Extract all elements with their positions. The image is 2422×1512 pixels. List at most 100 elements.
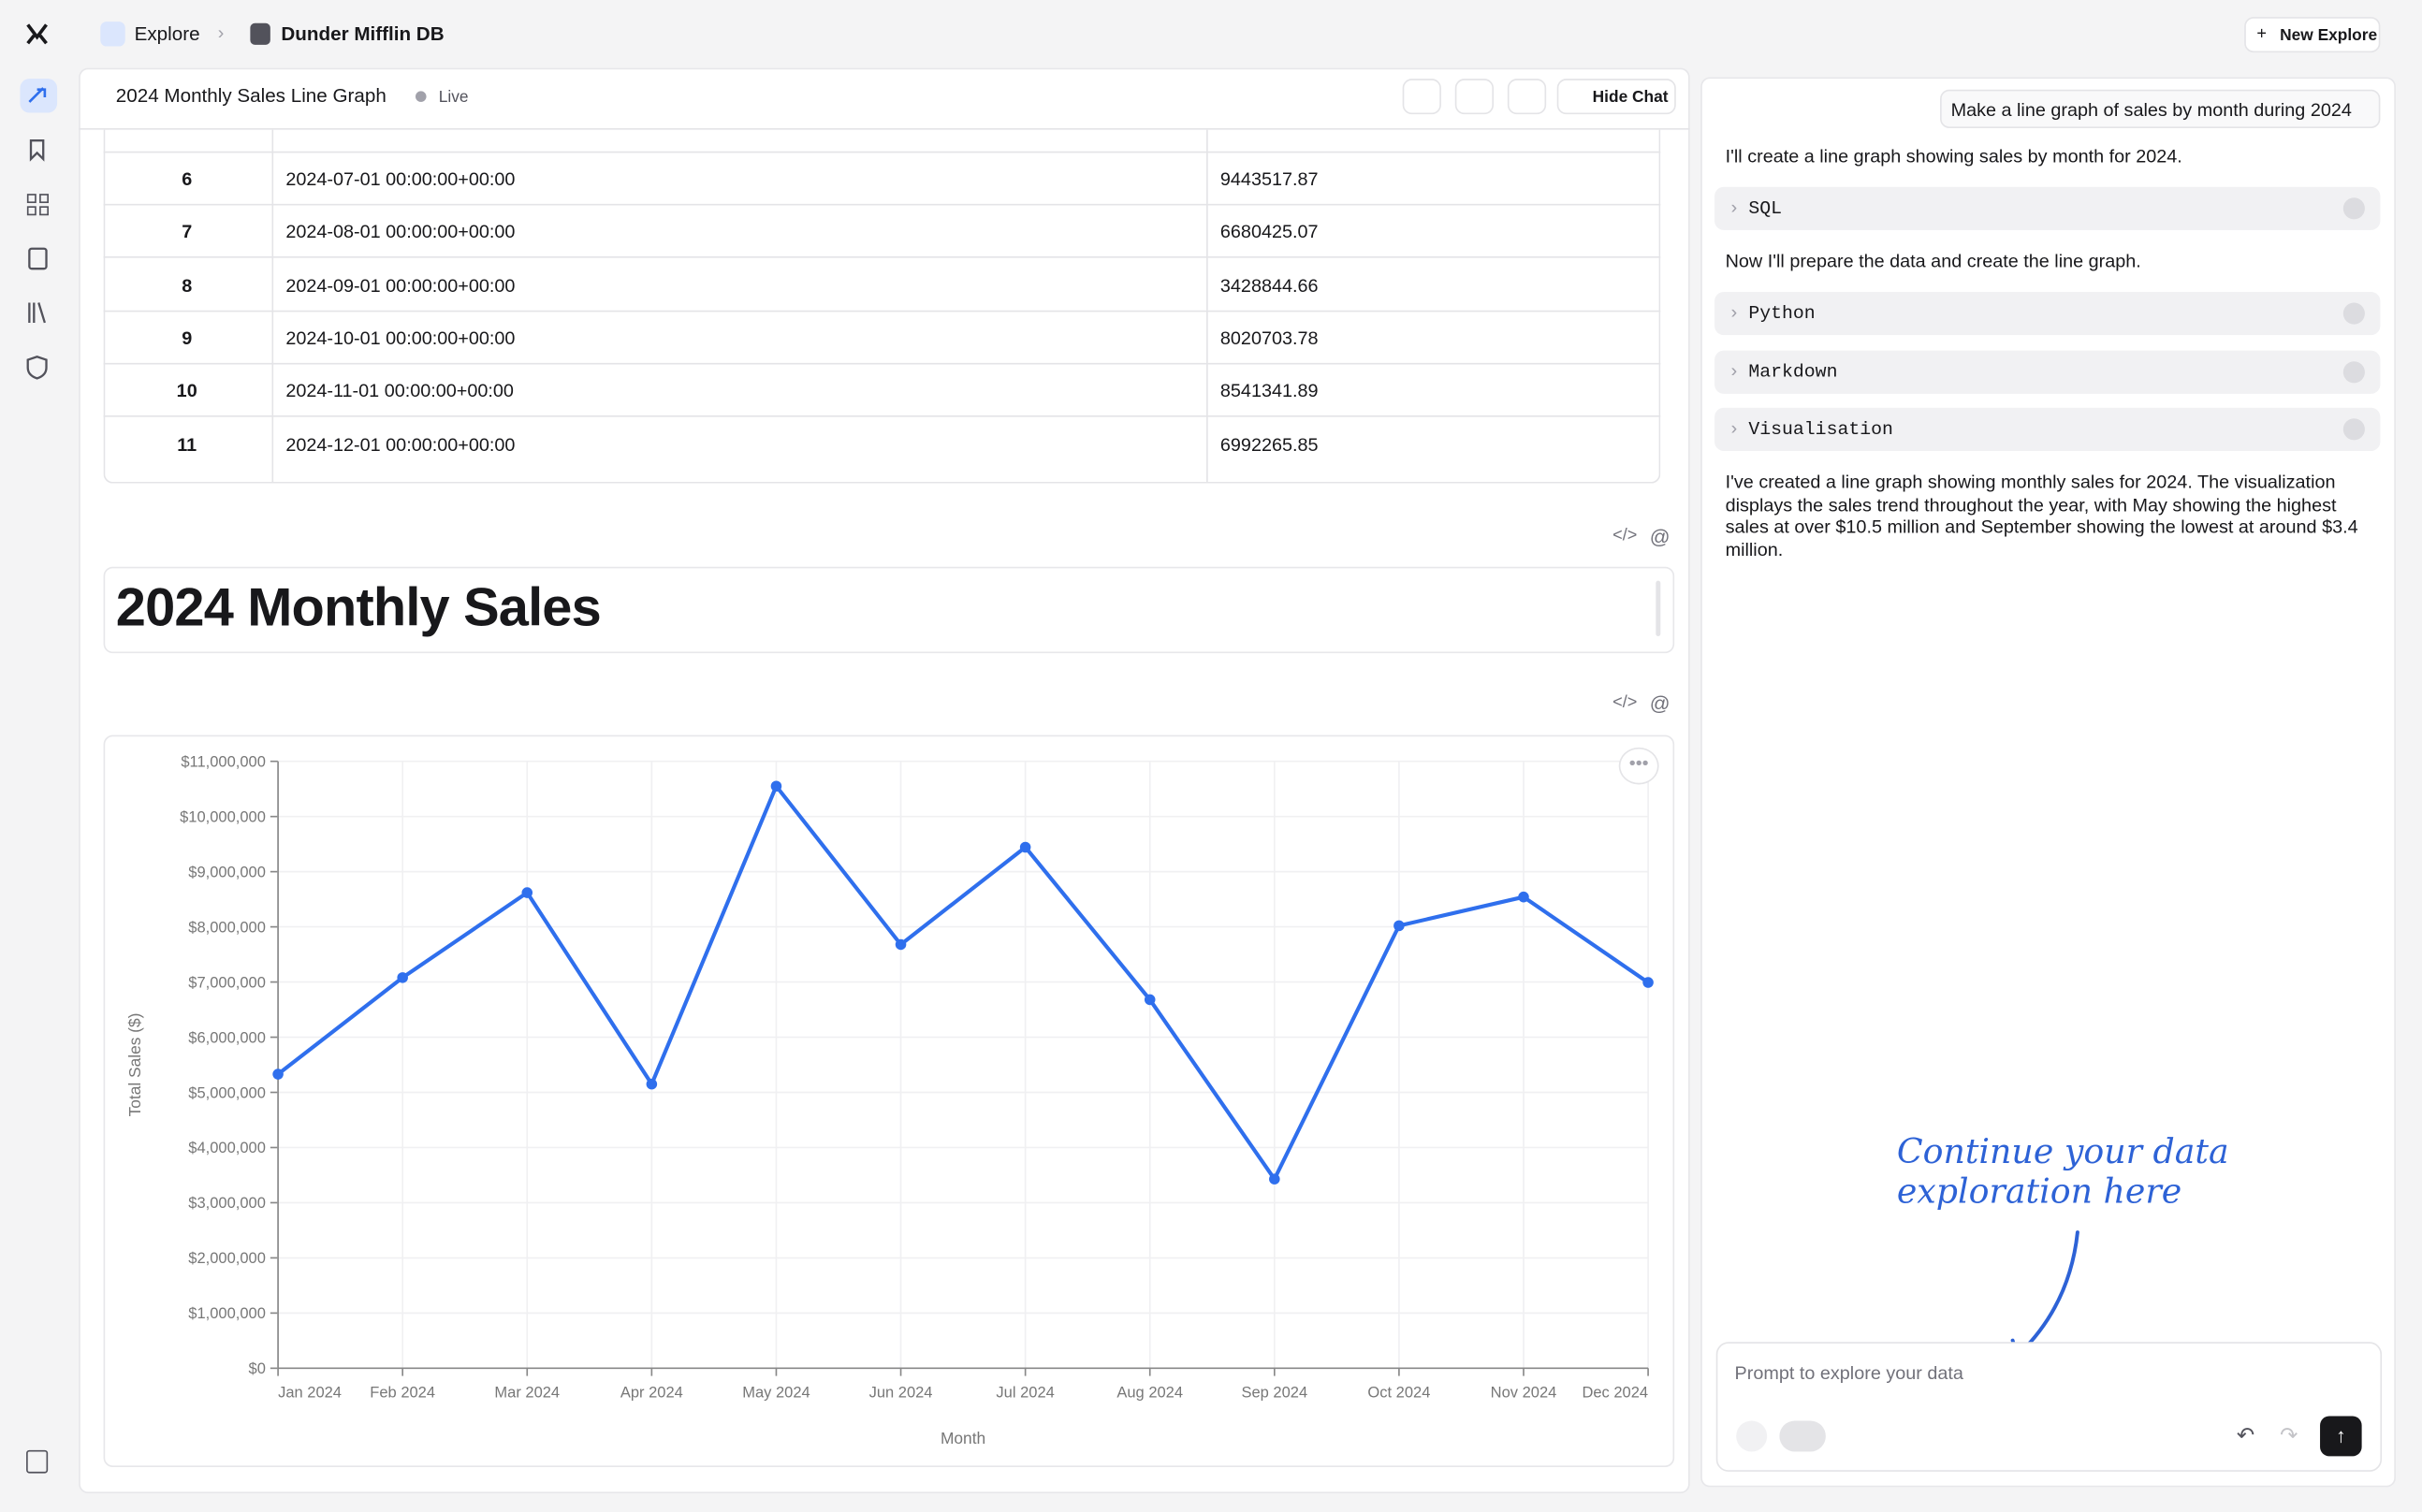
y-tick-label: $9,000,000 <box>188 864 266 880</box>
x-axis-label: Month <box>941 1429 985 1447</box>
code-icon[interactable]: </> <box>1612 526 1638 545</box>
db-icon <box>250 22 270 45</box>
button-label: Hide Chat <box>1592 88 1669 107</box>
y-tick-label: $1,000,000 <box>188 1305 266 1322</box>
table-cell: 7 <box>182 221 193 243</box>
table-cell: 6992265.85 <box>1219 432 1319 456</box>
more-button[interactable]: ••• <box>1618 747 1659 785</box>
attach-button[interactable] <box>1736 1420 1768 1452</box>
mention-icon[interactable]: @ <box>1649 691 1671 716</box>
table-row: 9 2024-10-01 00:00:00+00:00 8020703.78 <box>103 312 1661 365</box>
redo-button[interactable]: ↷ <box>2280 1422 2298 1447</box>
assistant-message: Now I'll prepare the data and create the… <box>1725 250 2141 272</box>
button-label: New Explore <box>2280 26 2378 45</box>
point <box>1393 920 1405 932</box>
table-cell: 9 <box>182 327 193 349</box>
x-tick-label: Jul 2024 <box>996 1385 1054 1402</box>
breadcrumb[interactable]: Explore <box>134 22 200 45</box>
table-cell: 2024-09-01 00:00:00+00:00 <box>285 274 516 297</box>
table <box>103 129 1661 484</box>
table-cell: 8020703.78 <box>1219 327 1319 349</box>
prompt-input[interactable]: Prompt to explore your data ↶ ↷ ↑ <box>1715 1342 2383 1472</box>
send-button[interactable]: ↑ <box>2320 1416 2362 1457</box>
point <box>646 1078 658 1090</box>
line <box>276 784 1650 1182</box>
logo <box>26 23 48 45</box>
y-tick-label: $0 <box>249 1360 266 1377</box>
toggle[interactable] <box>1779 1420 1826 1452</box>
table-cell: 6 <box>182 167 193 191</box>
check <box>2342 197 2365 220</box>
status-dot <box>415 91 427 102</box>
point <box>1518 891 1529 903</box>
table-cell: 2024-08-01 00:00:00+00:00 <box>285 221 516 243</box>
placeholder: Prompt to explore your data <box>1734 1361 1963 1384</box>
step[interactable]: › Markdown <box>1714 350 2381 394</box>
scrollbar <box>1656 580 1661 637</box>
explore-title: 2024 Monthly Sales Line Graph <box>115 84 387 107</box>
point <box>895 938 907 951</box>
x-tick-label: Jun 2024 <box>869 1385 933 1402</box>
check <box>2342 302 2365 325</box>
y-tick-label: $11,000,000 <box>181 753 266 770</box>
assistant-message: I'll create a line graph showing sales b… <box>1725 145 2182 167</box>
step-label: Python <box>1748 302 1816 325</box>
new-explore-button[interactable]: + New Explore <box>2244 17 2381 53</box>
icon-button[interactable] <box>1507 79 1547 115</box>
y-axis-label: Total Sales ($) <box>125 1013 144 1117</box>
point <box>521 887 533 898</box>
divider <box>79 127 1690 130</box>
table-row: 11 2024-12-01 00:00:00+00:00 6992265.85 <box>104 417 1661 470</box>
message-text: Make a line graph of sales by month duri… <box>1950 98 2352 121</box>
breadcrumb-separator: › <box>217 22 225 44</box>
x-tick-label: Apr 2024 <box>620 1385 683 1402</box>
table-row: 8 2024-09-01 00:00:00+00:00 3428844.66 <box>103 259 1661 312</box>
table-cell: 3428844.66 <box>1219 274 1319 297</box>
table-cell: 8 <box>182 274 193 297</box>
y-tick-label: $4,000,000 <box>188 1140 266 1156</box>
annotation: exploration here <box>1896 1173 2182 1213</box>
table-cell: 11 <box>177 432 197 456</box>
code-icon[interactable]: </> <box>1612 693 1638 712</box>
annotation: Continue your data <box>1896 1133 2229 1172</box>
table-cell: 10 <box>176 380 197 402</box>
table-cell: 8541341.89 <box>1219 380 1319 402</box>
step[interactable]: › SQL <box>1714 186 2381 230</box>
step[interactable]: › Visualisation <box>1714 407 2381 451</box>
y-tick-label: $2,000,000 <box>188 1250 266 1267</box>
row-divider <box>103 151 1661 153</box>
point <box>1019 841 1031 853</box>
table-cell: 2024-12-01 00:00:00+00:00 <box>285 432 516 456</box>
chart-block <box>103 734 1675 1467</box>
nav-item-active[interactable] <box>20 79 58 113</box>
icon-button[interactable] <box>1402 79 1441 115</box>
sidebar-icons <box>26 87 49 380</box>
step-label: SQL <box>1748 197 1783 220</box>
y-tick-label: $5,000,000 <box>188 1084 266 1101</box>
markdown-block <box>103 566 1675 654</box>
breadcrumb[interactable]: Dunder Mifflin DB <box>281 22 445 45</box>
mention-icon[interactable]: @ <box>1649 525 1671 548</box>
assistant-message: I've created a line graph showing monthl… <box>1725 471 2358 560</box>
point <box>397 972 408 983</box>
table-cell: 6680425.07 <box>1219 221 1319 243</box>
point <box>770 780 782 792</box>
x-tick-label: Dec 2024 <box>1582 1385 1648 1402</box>
step-label: Markdown <box>1748 361 1838 384</box>
table-row: 10 2024-11-01 00:00:00+00:00 8541341.89 <box>103 365 1661 417</box>
undo-button[interactable]: ↶ <box>2236 1422 2255 1447</box>
icon-button[interactable] <box>1454 79 1495 115</box>
step[interactable]: › Python <box>1714 291 2381 336</box>
explore-icon <box>100 22 125 47</box>
org-icon[interactable] <box>26 1449 49 1474</box>
table-cell: 2024-11-01 00:00:00+00:00 <box>285 380 514 402</box>
x-tick-label: Mar 2024 <box>494 1385 560 1402</box>
hide-chat-button[interactable]: Hide Chat <box>1556 79 1676 115</box>
point <box>1269 1173 1280 1185</box>
heading: 2024 Monthly Sales <box>115 577 602 638</box>
y-tick-label: $10,000,000 <box>180 808 266 825</box>
table-cell: 2024-07-01 00:00:00+00:00 <box>285 167 516 191</box>
status: Live <box>438 88 469 107</box>
x-tick-label: Nov 2024 <box>1491 1385 1557 1402</box>
